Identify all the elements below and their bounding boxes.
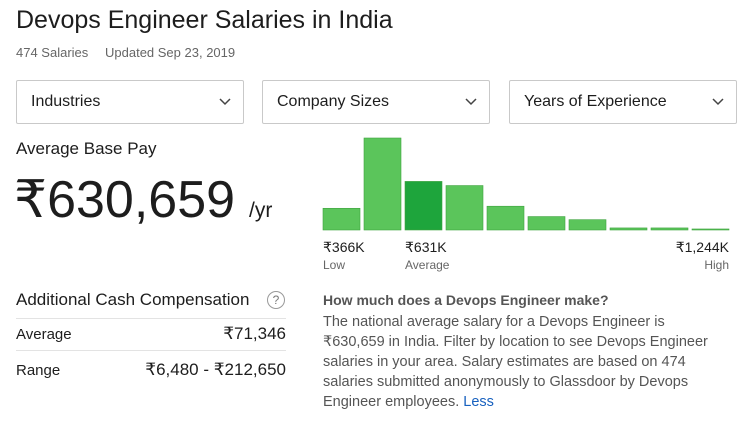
base-pay-label: Average Base Pay: [16, 139, 157, 158]
base-pay-unit: /yr: [249, 199, 273, 222]
help-icon[interactable]: ?: [267, 291, 285, 309]
bar: [363, 137, 402, 231]
less-link[interactable]: Less: [463, 394, 494, 410]
title: Devops Engineer Salaries in India: [16, 6, 393, 34]
chevron: [712, 98, 724, 106]
chevron: [219, 98, 231, 106]
filter-dropdown[interactable]: Company Sizes: [262, 80, 490, 124]
range-label: Low: [323, 258, 345, 272]
bar: [445, 185, 484, 231]
row-label: Range: [16, 362, 61, 379]
cash-title: Additional Cash Compensation: [16, 290, 250, 309]
bar: [568, 219, 607, 231]
chevron: [465, 98, 477, 106]
row-value: ₹71,346: [223, 324, 286, 343]
separator: [16, 350, 286, 351]
updated: Updated Sep 23, 2019: [105, 45, 236, 60]
filter-dropdown[interactable]: Industries: [16, 80, 244, 124]
row-label: Average: [16, 326, 72, 343]
bar: [322, 207, 361, 231]
filter-label: Industries: [31, 93, 101, 110]
range-label: Average: [405, 258, 450, 272]
base-pay-value: ₹630,659: [14, 171, 236, 229]
filter-label: Company Sizes: [277, 93, 390, 110]
bar: [404, 181, 443, 231]
about-text: The national average salary for a Devops…: [323, 312, 718, 412]
bar: [609, 227, 648, 231]
range-value: ₹1,244K: [676, 239, 730, 255]
filter-label: Years of Experience: [524, 93, 667, 110]
about-question: How much does a Devops Engineer make?: [323, 292, 609, 308]
about-body: The national average salary for a Devops…: [323, 314, 708, 410]
bar: [691, 228, 730, 231]
salary-count: 474 Salaries: [16, 45, 89, 60]
filter-dropdown[interactable]: Years of Experience: [509, 80, 737, 124]
range-label: High: [704, 258, 729, 272]
separator: [16, 318, 286, 319]
bar: [527, 216, 566, 231]
bar: [650, 227, 689, 231]
row-value: ₹6,480 - ₹212,650: [145, 360, 286, 379]
range-value: ₹631K: [405, 239, 447, 255]
range-value: ₹366K: [323, 239, 365, 255]
histogram: ₹366K Low ₹631K Average ₹1,244K High: [322, 137, 730, 272]
bar: [486, 205, 525, 231]
